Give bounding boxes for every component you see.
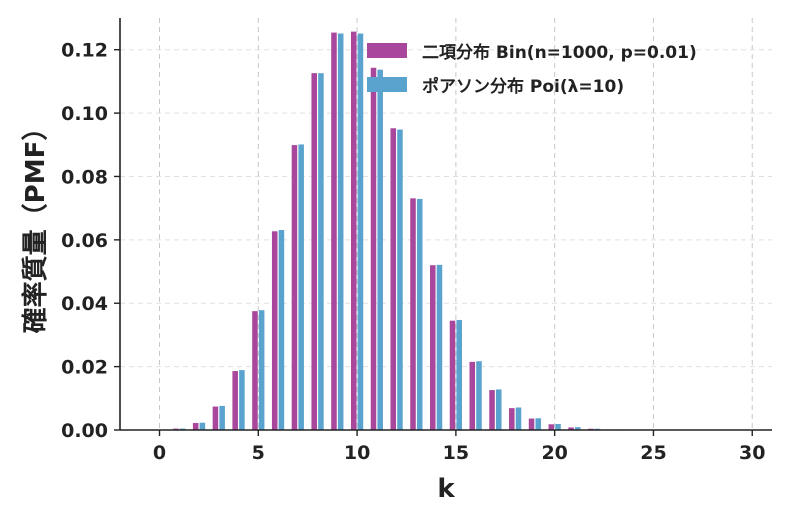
poisson-bar-k10 bbox=[357, 33, 364, 430]
poisson-bar-k8 bbox=[318, 73, 324, 430]
poisson-bar-k13 bbox=[416, 198, 423, 430]
binomial-bar-k4 bbox=[232, 371, 238, 430]
poisson-bar-k4 bbox=[239, 370, 245, 430]
binomial-bar-k6 bbox=[271, 231, 278, 430]
binomial-bar-k20 bbox=[548, 424, 555, 430]
bars bbox=[153, 31, 660, 431]
y-tick-label: 0.00 bbox=[61, 420, 108, 442]
y-tick-label: 0.08 bbox=[61, 166, 108, 188]
binomial-bar-k14 bbox=[429, 265, 436, 430]
y-tick-label: 0.02 bbox=[61, 357, 108, 379]
y-tick-label: 0.04 bbox=[61, 293, 108, 315]
binomial-bar-k16 bbox=[469, 361, 476, 430]
axes bbox=[114, 18, 772, 436]
poisson-bar-k11 bbox=[377, 69, 383, 431]
legend-label-poisson: ポアソン分布 Poi(λ=10) bbox=[422, 76, 624, 97]
legend-swatch-binomial bbox=[367, 43, 407, 58]
poisson-bar-k20 bbox=[555, 423, 561, 430]
binomial-bar-k10 bbox=[350, 31, 357, 431]
x-tick-label: 30 bbox=[739, 442, 765, 464]
poisson-bar-k3 bbox=[219, 405, 225, 430]
poisson-bar-k7 bbox=[298, 144, 304, 430]
x-tick-label: 25 bbox=[640, 442, 666, 464]
poisson-bar-k12 bbox=[397, 129, 403, 430]
x-tick-label: 20 bbox=[541, 442, 567, 464]
legend-swatch-poisson bbox=[367, 77, 407, 92]
x-tick-label: 0 bbox=[153, 442, 166, 464]
poisson-bar-k15 bbox=[456, 320, 463, 430]
binomial-bar-k18 bbox=[509, 408, 515, 430]
x-tick-label: 15 bbox=[443, 442, 469, 464]
y-axis-title: 確率質量（PMF） bbox=[20, 115, 51, 334]
poisson-bar-k16 bbox=[476, 361, 482, 430]
binomial-bar-k7 bbox=[291, 145, 298, 430]
y-tick-label: 0.10 bbox=[61, 103, 108, 125]
poisson-bar-k5 bbox=[258, 310, 265, 430]
binomial-bar-k12 bbox=[390, 128, 397, 430]
y-tick-label: 0.12 bbox=[61, 40, 108, 62]
poisson-bar-k9 bbox=[337, 33, 344, 430]
binomial-bar-k3 bbox=[212, 406, 219, 430]
binomial-bar-k13 bbox=[410, 198, 416, 430]
x-tick-label: 10 bbox=[344, 442, 370, 464]
binomial-bar-k11 bbox=[370, 67, 377, 430]
binomial-bar-k21 bbox=[568, 427, 574, 430]
poisson-bar-k14 bbox=[436, 264, 443, 430]
legend-label-binomial: 二項分布 Bin(n=1000, p=0.01) bbox=[422, 42, 697, 63]
binomial-bar-k5 bbox=[252, 311, 258, 430]
poisson-bar-k19 bbox=[535, 418, 542, 430]
binomial-bar-k17 bbox=[489, 390, 495, 430]
binomial-bar-k19 bbox=[528, 418, 535, 430]
binomial-bar-k2 bbox=[192, 423, 199, 430]
poisson-bar-k17 bbox=[495, 389, 502, 430]
legend: 二項分布 Bin(n=1000, p=0.01) ポアソン分布 Poi(λ=10… bbox=[367, 42, 697, 97]
poisson-bar-k21 bbox=[575, 427, 581, 430]
poisson-bar-k18 bbox=[515, 407, 522, 430]
tick-labels: 0 5 10 15 20 25 30 0.00 0.02 0.04 0.06 0.08 0.10 0.12 bbox=[61, 40, 765, 464]
binomial-bar-k8 bbox=[311, 73, 317, 430]
binomial-bar-k15 bbox=[449, 320, 456, 430]
binomial-bar-k9 bbox=[331, 32, 337, 430]
y-tick-label: 0.06 bbox=[61, 230, 108, 252]
poisson-bar-k6 bbox=[278, 230, 285, 430]
x-axis-title: k bbox=[437, 474, 455, 504]
x-tick-label: 5 bbox=[252, 442, 265, 464]
poisson-bar-k2 bbox=[199, 422, 206, 430]
